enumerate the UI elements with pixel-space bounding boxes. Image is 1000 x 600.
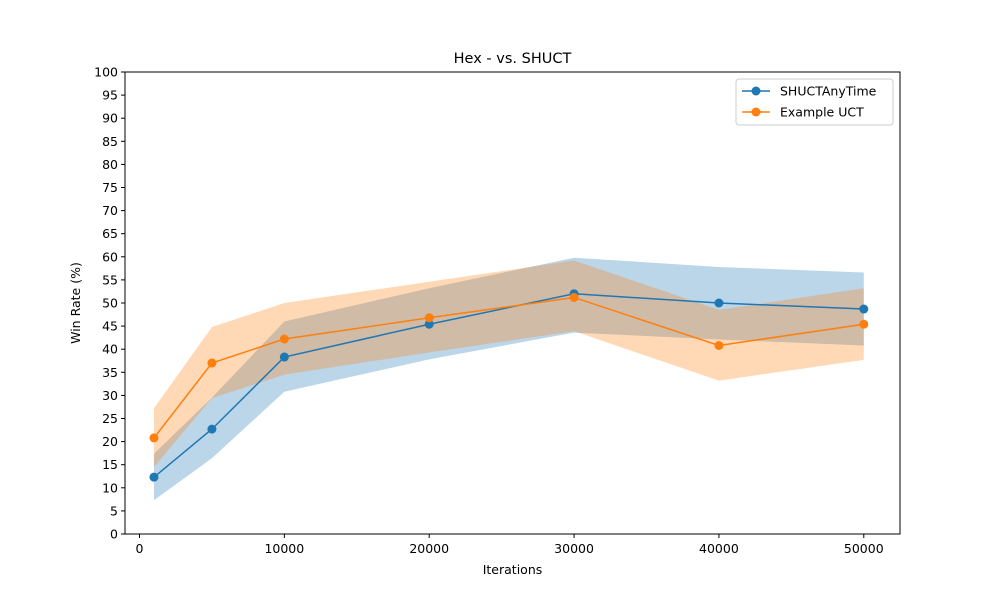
confidence-band-1	[153, 260, 864, 468]
y-tick-label: 25	[102, 411, 118, 426]
y-tick-label: 20	[102, 434, 118, 449]
x-tick-label: 0	[136, 541, 144, 556]
series-points	[149, 289, 869, 482]
y-tick-label: 10	[102, 480, 118, 495]
data-point	[569, 292, 579, 302]
legend-box	[735, 78, 894, 126]
y-tick-label: 0	[110, 527, 118, 542]
y-tick-label: 80	[102, 157, 118, 172]
y-tick-label: 60	[102, 249, 118, 264]
x-tick-label: 50000	[844, 541, 884, 556]
data-point	[149, 472, 159, 482]
y-tick-label: 45	[102, 319, 118, 334]
y-tick-label: 90	[102, 111, 118, 126]
data-point	[714, 341, 724, 351]
y-tick-label: 5	[110, 503, 118, 518]
y-tick-label: 15	[102, 457, 118, 472]
x-tick-label: 30000	[554, 541, 594, 556]
legend-label: Example UCT	[780, 105, 864, 120]
confidence-band-0	[153, 257, 864, 501]
y-tick-label: 35	[102, 365, 118, 380]
y-tick-label: 55	[102, 272, 118, 287]
data-point	[149, 433, 159, 443]
data-point	[424, 313, 434, 323]
x-tick-label: 20000	[409, 541, 449, 556]
y-axis-label: Win Rate (%)	[68, 262, 83, 344]
legend: SHUCTAnyTime Example UCT	[735, 78, 894, 126]
chart-title: Hex - vs. SHUCT	[454, 51, 572, 67]
y-tick-label: 30	[102, 388, 118, 403]
data-point	[714, 298, 724, 308]
data-point	[424, 319, 434, 329]
legend-marker	[751, 86, 761, 96]
y-tick-label: 65	[102, 226, 118, 241]
x-axis-label: Iterations	[483, 562, 543, 577]
y-tick-label: 70	[102, 203, 118, 218]
y-tick-label: 50	[102, 296, 118, 311]
legend-label: SHUCTAnyTime	[780, 84, 877, 99]
data-point	[859, 319, 869, 329]
data-point	[859, 304, 869, 314]
data-point	[279, 334, 289, 344]
confidence-bands	[153, 257, 864, 501]
data-point	[207, 424, 217, 434]
y-tick-label: 85	[102, 134, 118, 149]
data-point	[207, 358, 217, 368]
data-point	[279, 352, 289, 362]
y-axis-ticks: 0 5 10 15 20 25 30 35 40 45 50 55 60 65 70 75 80 85 90 95 10…	[94, 65, 125, 542]
x-axis-ticks: 0 10000 20000 30000 40000 50000	[136, 534, 884, 556]
y-tick-label: 100	[94, 65, 118, 80]
legend-marker	[751, 107, 761, 117]
y-tick-label: 75	[102, 180, 118, 195]
y-tick-label: 95	[102, 88, 118, 103]
y-tick-label: 40	[102, 342, 118, 357]
x-tick-label: 10000	[264, 541, 304, 556]
x-tick-label: 40000	[699, 541, 739, 556]
